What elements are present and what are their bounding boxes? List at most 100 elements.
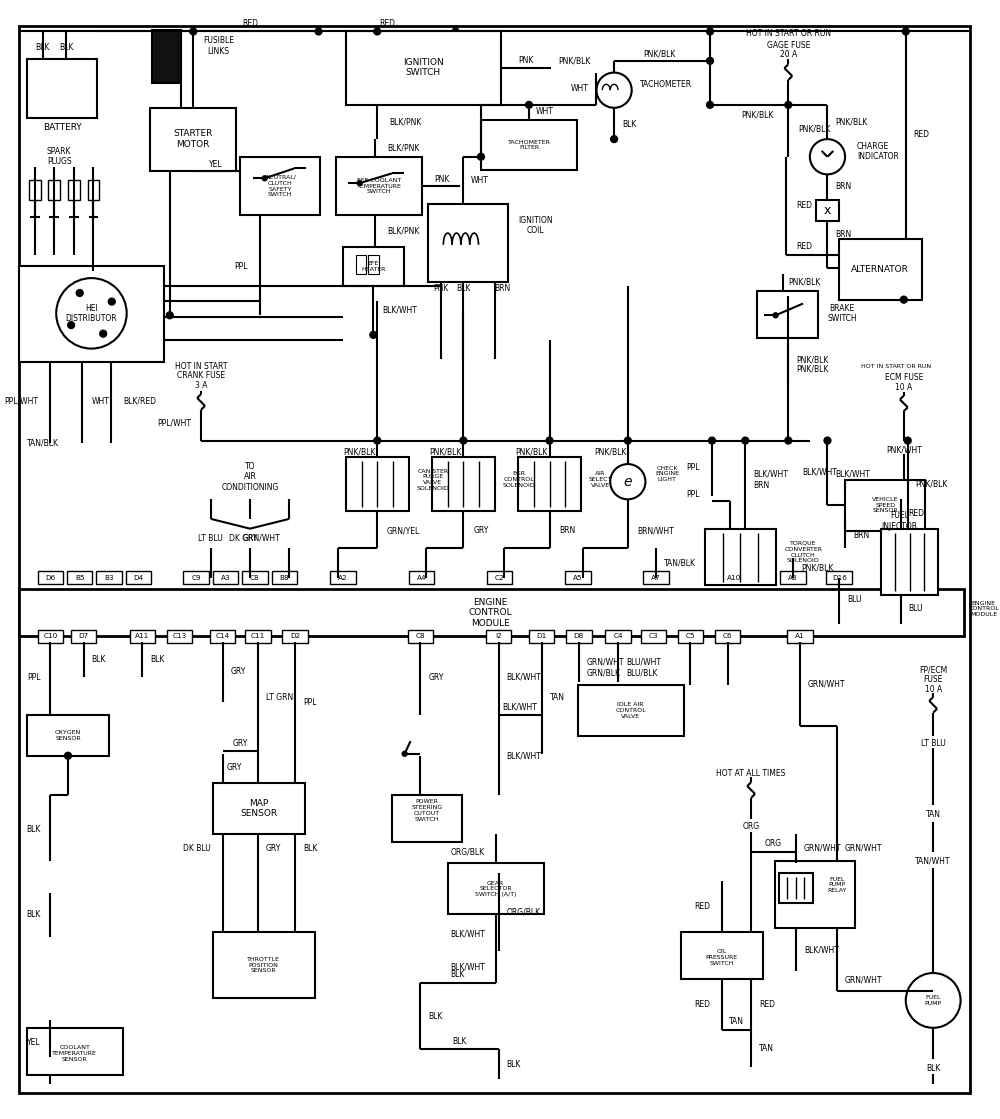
Text: HEI
DISTRIBUTOR: HEI DISTRIBUTOR — [66, 303, 117, 323]
Text: FUSE: FUSE — [923, 675, 943, 684]
Bar — [245, 630, 271, 642]
Text: GRN/WHT: GRN/WHT — [845, 976, 883, 985]
Text: MAP
SENSOR: MAP SENSOR — [240, 799, 277, 818]
Text: C10: C10 — [43, 633, 57, 639]
Text: PPL/WHT: PPL/WHT — [5, 397, 39, 406]
Text: PPL: PPL — [687, 490, 700, 499]
Text: D7: D7 — [78, 633, 89, 639]
Text: BLK: BLK — [428, 1012, 443, 1021]
Text: BRN: BRN — [835, 181, 852, 190]
Text: ORG: ORG — [743, 821, 760, 830]
Bar — [19, 590, 964, 637]
Text: AIR
SELECT
VALVE: AIR SELECT VALVE — [589, 471, 612, 488]
Text: A5: A5 — [573, 575, 583, 581]
Text: TAN/WHT: TAN/WHT — [915, 857, 951, 866]
Circle shape — [370, 331, 377, 338]
Text: IGNITION
SWITCH: IGNITION SWITCH — [403, 58, 444, 77]
Text: D2: D2 — [290, 633, 300, 639]
Circle shape — [478, 153, 484, 160]
Bar — [486, 630, 511, 642]
Text: PPL/WHT: PPL/WHT — [157, 419, 191, 427]
Bar — [29, 180, 41, 200]
Text: BLK: BLK — [35, 43, 50, 51]
Text: ORG: ORG — [765, 839, 782, 848]
Text: RED: RED — [909, 508, 925, 517]
Text: C4: C4 — [613, 633, 623, 639]
Text: TORQUE
CONVERTER
CLUTCH
SOLENOID: TORQUE CONVERTER CLUTCH SOLENOID — [784, 540, 822, 563]
Circle shape — [900, 297, 907, 303]
Text: LT GRN: LT GRN — [266, 693, 293, 702]
Bar — [826, 571, 852, 584]
Text: GRY: GRY — [230, 667, 246, 676]
Text: PPL: PPL — [27, 673, 41, 681]
Text: B5: B5 — [75, 575, 85, 581]
Bar — [681, 932, 763, 979]
Text: BLK: BLK — [622, 120, 636, 129]
Text: C6: C6 — [723, 633, 732, 639]
Text: HOT IN START OR RUN: HOT IN START OR RUN — [861, 364, 931, 368]
Text: EGR
CONTROL
SOLENOID: EGR CONTROL SOLENOID — [503, 471, 535, 488]
Text: TAN: TAN — [926, 810, 941, 819]
Text: BRN: BRN — [559, 526, 576, 535]
Text: FUSIBLE
LINKS: FUSIBLE LINKS — [203, 37, 234, 56]
Text: C5: C5 — [686, 633, 695, 639]
Text: RED: RED — [796, 243, 812, 252]
Text: RED: RED — [796, 201, 812, 210]
Text: RED: RED — [914, 130, 930, 139]
Text: NEUTRAL/
CLUTCH
SAFETY
SWITCH: NEUTRAL/ CLUTCH SAFETY SWITCH — [265, 175, 296, 197]
Text: C2: C2 — [495, 575, 504, 581]
Text: A10: A10 — [727, 575, 742, 581]
Bar — [68, 180, 80, 200]
Text: BLU: BLU — [909, 604, 923, 613]
Text: BRN: BRN — [753, 481, 769, 490]
Bar — [282, 630, 308, 642]
Text: D16: D16 — [832, 575, 847, 581]
Circle shape — [452, 28, 459, 35]
Circle shape — [785, 438, 792, 444]
Text: TAN/BLK: TAN/BLK — [27, 438, 59, 446]
Text: GAGE FUSE: GAGE FUSE — [767, 40, 810, 49]
Text: GRN/WHT: GRN/WHT — [845, 844, 883, 853]
Text: GRY: GRY — [428, 673, 444, 681]
Text: GRN/WHT: GRN/WHT — [808, 679, 845, 689]
Text: BLK/WHT: BLK/WHT — [753, 469, 788, 478]
Text: RED: RED — [694, 1000, 710, 1009]
Text: PNK: PNK — [433, 284, 449, 293]
Text: LT BLU: LT BLU — [198, 534, 223, 543]
Bar — [356, 255, 366, 274]
Text: GRN/BLK: GRN/BLK — [587, 668, 621, 677]
Circle shape — [709, 438, 715, 444]
Text: WHT: WHT — [571, 84, 589, 93]
Bar — [787, 630, 813, 642]
Text: 10 A: 10 A — [925, 685, 942, 694]
Text: BLK/PNK: BLK/PNK — [387, 143, 419, 152]
Text: PNK/BLK: PNK/BLK — [343, 448, 376, 457]
Text: 20 A: 20 A — [780, 50, 797, 59]
Text: EFE
HEATER: EFE HEATER — [361, 261, 386, 272]
Circle shape — [624, 438, 631, 444]
Text: TAN: TAN — [729, 1017, 744, 1026]
Bar — [757, 291, 818, 338]
Text: CHARGE: CHARGE — [857, 142, 889, 151]
Text: IGNITION
COIL: IGNITION COIL — [518, 216, 553, 235]
Text: TAN: TAN — [550, 693, 565, 702]
Bar — [481, 120, 577, 170]
Text: C13: C13 — [172, 633, 187, 639]
Bar — [881, 528, 938, 595]
Text: BLK: BLK — [59, 43, 73, 51]
Text: PNK/BLK: PNK/BLK — [835, 117, 868, 126]
Bar — [432, 458, 495, 511]
Text: 10 A: 10 A — [895, 383, 912, 393]
Circle shape — [68, 321, 75, 329]
Text: PNK/BLK: PNK/BLK — [798, 125, 830, 134]
Bar — [152, 29, 181, 83]
Text: DK GRN/WHT: DK GRN/WHT — [229, 534, 279, 543]
Bar — [448, 864, 544, 914]
Bar — [27, 715, 109, 755]
Bar — [775, 862, 855, 928]
Bar — [428, 204, 508, 282]
Text: BLK: BLK — [450, 970, 465, 979]
Circle shape — [707, 28, 713, 35]
Text: PNK/BLK: PNK/BLK — [558, 56, 591, 65]
Text: TACHOMETER: TACHOMETER — [640, 79, 692, 88]
